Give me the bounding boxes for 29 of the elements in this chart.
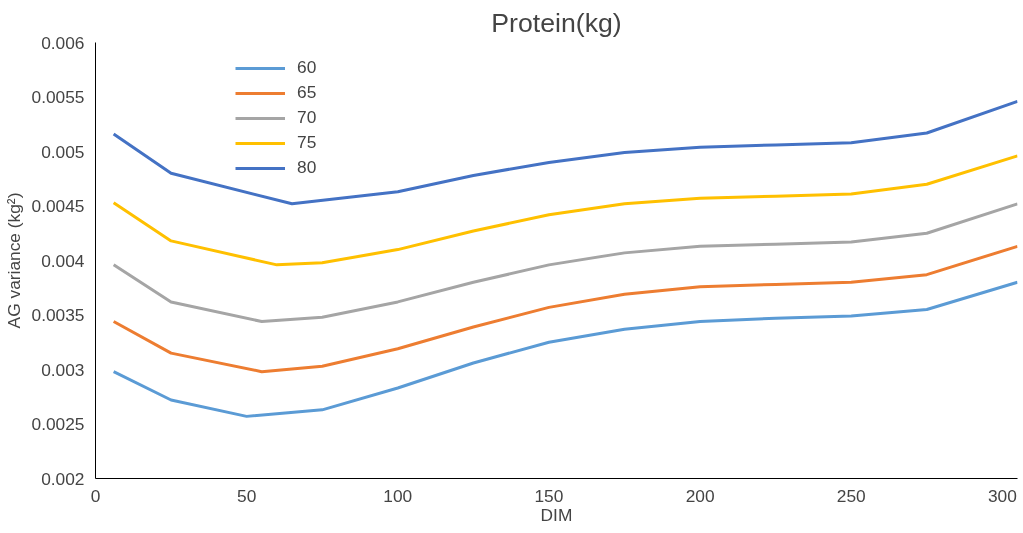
line-series <box>112 280 1018 418</box>
legend-label: 80 <box>297 157 317 178</box>
x-tick-label: 200 <box>685 485 715 506</box>
x-tick-label: 300 <box>987 485 1017 506</box>
legend-label: 75 <box>297 132 317 153</box>
y-tick-label: 0.002 <box>41 468 85 489</box>
legend-label: 70 <box>297 107 317 128</box>
y-tick-label: 0.0055 <box>31 87 85 107</box>
x-tick-label: 0 <box>90 485 101 506</box>
line-series <box>112 99 1018 206</box>
y-tick-label: 0.005 <box>41 141 85 162</box>
y-tick-label: 0.003 <box>41 359 85 380</box>
x-axis-title: DIM <box>540 504 573 525</box>
y-tick-label: 0.0045 <box>31 196 85 216</box>
y-tick-label: 0.0025 <box>31 414 85 434</box>
x-tick-label: 150 <box>534 485 564 506</box>
line-series <box>112 154 1018 267</box>
legend-label: 60 <box>297 57 317 78</box>
y-axis-title: AG variance (kg²) <box>3 192 24 329</box>
x-tick-label: 50 <box>237 485 257 506</box>
y-tick-label: 0.0035 <box>31 305 85 325</box>
legend-label: 65 <box>297 82 317 103</box>
x-tick-label: 250 <box>836 485 866 506</box>
x-tick-label: 100 <box>383 485 413 506</box>
line-series <box>112 202 1018 324</box>
y-tick-label: 0.006 <box>41 32 85 53</box>
y-tick-label: 0.004 <box>41 250 85 271</box>
line-series <box>112 244 1018 374</box>
chart-title: Protein(kg) <box>491 7 622 38</box>
